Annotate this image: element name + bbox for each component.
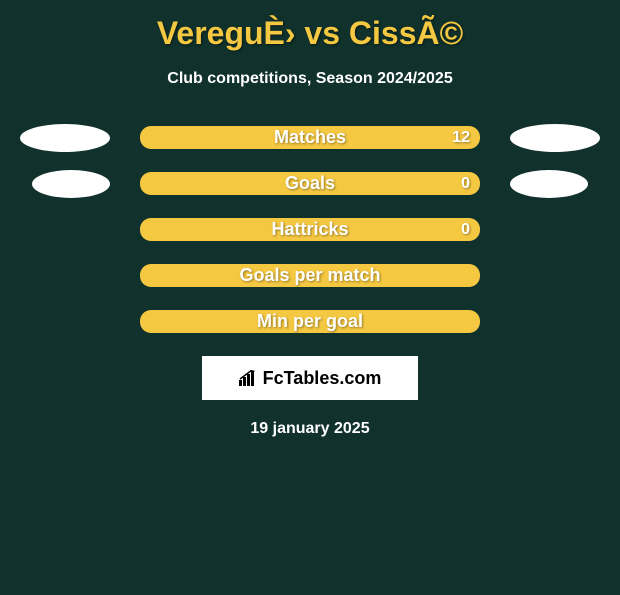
date-text: 19 january 2025 — [0, 420, 620, 438]
stat-label: Matches — [274, 127, 346, 148]
stat-row: Matches 12 — [0, 126, 620, 149]
spacer-right — [510, 308, 600, 336]
subtitle: Club competitions, Season 2024/2025 — [0, 70, 620, 88]
stat-pill: Matches 12 — [140, 126, 480, 149]
stat-value-right: 0 — [461, 175, 470, 193]
stat-pill: Goals per match — [140, 264, 480, 287]
stat-value-right: 12 — [452, 129, 470, 147]
stat-pill: Hattricks 0 — [140, 218, 480, 241]
spacer-left — [20, 216, 110, 244]
spacer-left — [20, 262, 110, 290]
stat-pill: Min per goal — [140, 310, 480, 333]
spacer-right — [510, 262, 600, 290]
page-title: VereguÈ› vs CissÃ© — [0, 15, 620, 52]
stat-label: Goals — [285, 173, 335, 194]
spacer-left — [20, 308, 110, 336]
stat-value-right: 0 — [461, 221, 470, 239]
stat-row: Goals 0 — [0, 172, 620, 195]
stat-label: Min per goal — [257, 311, 363, 332]
stat-label: Hattricks — [271, 219, 348, 240]
player-left-ellipse — [32, 170, 110, 198]
player-right-ellipse — [510, 170, 588, 198]
stat-row: Hattricks 0 — [0, 218, 620, 241]
logo-box[interactable]: FcTables.com — [202, 356, 418, 400]
logo-text: FcTables.com — [263, 368, 382, 389]
player-right-ellipse — [510, 124, 600, 152]
stat-row: Goals per match — [0, 264, 620, 287]
stat-row: Min per goal — [0, 310, 620, 333]
stats-container: Matches 12 Goals 0 Hattricks 0 Goals per match… — [0, 126, 620, 333]
player-left-ellipse — [20, 124, 110, 152]
spacer-right — [510, 216, 600, 244]
chart-icon — [239, 370, 259, 386]
stat-label: Goals per match — [239, 265, 380, 286]
logo-content: FcTables.com — [239, 368, 382, 389]
stat-pill: Goals 0 — [140, 172, 480, 195]
